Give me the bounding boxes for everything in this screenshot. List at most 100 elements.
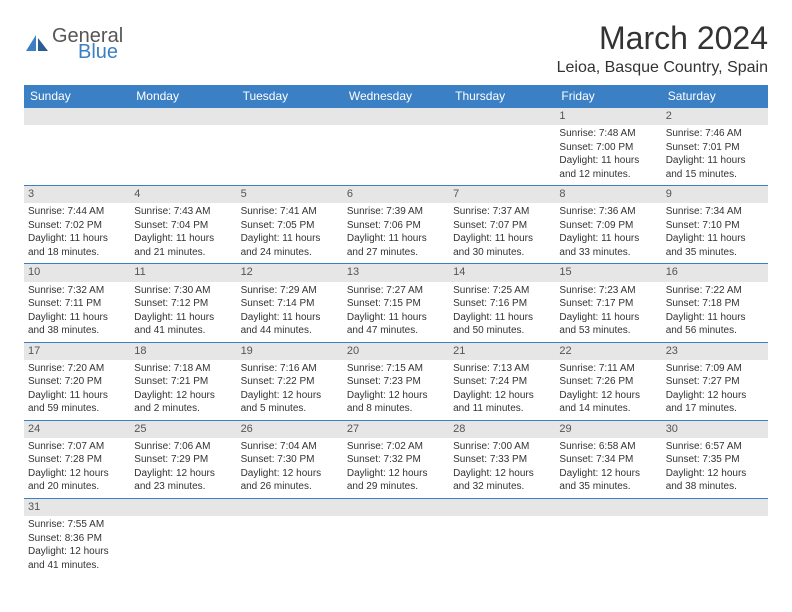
day-number: 2 xyxy=(662,108,768,125)
sunrise-text: Sunrise: 7:23 AM xyxy=(559,284,657,298)
day-body: Sunrise: 7:16 AMSunset: 7:22 PMDaylight:… xyxy=(237,360,343,420)
calendar-cell xyxy=(130,108,236,186)
day-body: Sunrise: 7:11 AMSunset: 7:26 PMDaylight:… xyxy=(555,360,661,420)
sunset-text: Sunset: 7:18 PM xyxy=(666,297,764,311)
sunset-text: Sunset: 7:21 PM xyxy=(134,375,232,389)
day-number xyxy=(24,108,130,125)
daylight-text: Daylight: 11 hours and 50 minutes. xyxy=(453,311,551,338)
weekday-header: Thursday xyxy=(449,85,555,108)
daylight-text: Daylight: 12 hours and 26 minutes. xyxy=(241,467,339,494)
sunrise-text: Sunrise: 7:43 AM xyxy=(134,205,232,219)
calendar-cell: 28Sunrise: 7:00 AMSunset: 7:33 PMDayligh… xyxy=(449,420,555,498)
day-body: Sunrise: 7:23 AMSunset: 7:17 PMDaylight:… xyxy=(555,282,661,342)
calendar-body: 1Sunrise: 7:48 AMSunset: 7:00 PMDaylight… xyxy=(24,108,768,577)
sail-icon xyxy=(24,33,50,55)
day-number: 1 xyxy=(555,108,661,125)
calendar-row: 3Sunrise: 7:44 AMSunset: 7:02 PMDaylight… xyxy=(24,186,768,264)
daylight-text: Daylight: 11 hours and 56 minutes. xyxy=(666,311,764,338)
calendar-cell: 6Sunrise: 7:39 AMSunset: 7:06 PMDaylight… xyxy=(343,186,449,264)
daylight-text: Daylight: 12 hours and 14 minutes. xyxy=(559,389,657,416)
sunset-text: Sunset: 7:24 PM xyxy=(453,375,551,389)
sunrise-text: Sunrise: 7:06 AM xyxy=(134,440,232,454)
day-body xyxy=(662,516,768,566)
calendar-cell: 3Sunrise: 7:44 AMSunset: 7:02 PMDaylight… xyxy=(24,186,130,264)
calendar-cell xyxy=(130,498,236,576)
calendar-cell: 19Sunrise: 7:16 AMSunset: 7:22 PMDayligh… xyxy=(237,342,343,420)
calendar-cell xyxy=(662,498,768,576)
day-number: 11 xyxy=(130,264,236,281)
sunset-text: Sunset: 7:34 PM xyxy=(559,453,657,467)
sunrise-text: Sunrise: 7:48 AM xyxy=(559,127,657,141)
calendar-cell xyxy=(343,108,449,186)
sunset-text: Sunset: 7:09 PM xyxy=(559,219,657,233)
day-body: Sunrise: 7:48 AMSunset: 7:00 PMDaylight:… xyxy=(555,125,661,185)
sunrise-text: Sunrise: 6:57 AM xyxy=(666,440,764,454)
sunset-text: Sunset: 7:30 PM xyxy=(241,453,339,467)
page: GeneralBlue March 2024 Leioa, Basque Cou… xyxy=(0,0,792,612)
daylight-text: Daylight: 11 hours and 24 minutes. xyxy=(241,232,339,259)
day-number: 23 xyxy=(662,343,768,360)
day-number: 14 xyxy=(449,264,555,281)
sunset-text: Sunset: 7:23 PM xyxy=(347,375,445,389)
sunset-text: Sunset: 7:28 PM xyxy=(28,453,126,467)
day-body xyxy=(343,516,449,566)
sunset-text: Sunset: 7:27 PM xyxy=(666,375,764,389)
day-body: Sunrise: 7:09 AMSunset: 7:27 PMDaylight:… xyxy=(662,360,768,420)
calendar-row: 1Sunrise: 7:48 AMSunset: 7:00 PMDaylight… xyxy=(24,108,768,186)
day-number: 17 xyxy=(24,343,130,360)
day-body: Sunrise: 7:06 AMSunset: 7:29 PMDaylight:… xyxy=(130,438,236,498)
day-body: Sunrise: 7:29 AMSunset: 7:14 PMDaylight:… xyxy=(237,282,343,342)
daylight-text: Daylight: 12 hours and 2 minutes. xyxy=(134,389,232,416)
day-body: Sunrise: 7:22 AMSunset: 7:18 PMDaylight:… xyxy=(662,282,768,342)
sunset-text: Sunset: 7:12 PM xyxy=(134,297,232,311)
sunrise-text: Sunrise: 7:29 AM xyxy=(241,284,339,298)
sunrise-text: Sunrise: 7:39 AM xyxy=(347,205,445,219)
daylight-text: Daylight: 11 hours and 18 minutes. xyxy=(28,232,126,259)
day-body: Sunrise: 7:30 AMSunset: 7:12 PMDaylight:… xyxy=(130,282,236,342)
weekday-header: Saturday xyxy=(662,85,768,108)
daylight-text: Daylight: 12 hours and 38 minutes. xyxy=(666,467,764,494)
sunset-text: Sunset: 7:20 PM xyxy=(28,375,126,389)
daylight-text: Daylight: 12 hours and 17 minutes. xyxy=(666,389,764,416)
day-body: Sunrise: 7:25 AMSunset: 7:16 PMDaylight:… xyxy=(449,282,555,342)
day-body: Sunrise: 6:57 AMSunset: 7:35 PMDaylight:… xyxy=(662,438,768,498)
daylight-text: Daylight: 12 hours and 41 minutes. xyxy=(28,545,126,572)
day-number: 30 xyxy=(662,421,768,438)
daylight-text: Daylight: 11 hours and 38 minutes. xyxy=(28,311,126,338)
calendar-cell: 21Sunrise: 7:13 AMSunset: 7:24 PMDayligh… xyxy=(449,342,555,420)
calendar-cell: 17Sunrise: 7:20 AMSunset: 7:20 PMDayligh… xyxy=(24,342,130,420)
sunset-text: Sunset: 7:06 PM xyxy=(347,219,445,233)
day-body: Sunrise: 7:04 AMSunset: 7:30 PMDaylight:… xyxy=(237,438,343,498)
day-number: 28 xyxy=(449,421,555,438)
calendar-cell xyxy=(449,108,555,186)
daylight-text: Daylight: 12 hours and 11 minutes. xyxy=(453,389,551,416)
sunset-text: Sunset: 7:32 PM xyxy=(347,453,445,467)
sunrise-text: Sunrise: 7:09 AM xyxy=(666,362,764,376)
sunrise-text: Sunrise: 6:58 AM xyxy=(559,440,657,454)
sunrise-text: Sunrise: 7:32 AM xyxy=(28,284,126,298)
daylight-text: Daylight: 11 hours and 35 minutes. xyxy=(666,232,764,259)
sunrise-text: Sunrise: 7:07 AM xyxy=(28,440,126,454)
daylight-text: Daylight: 12 hours and 35 minutes. xyxy=(559,467,657,494)
sunset-text: Sunset: 7:35 PM xyxy=(666,453,764,467)
weekday-header: Friday xyxy=(555,85,661,108)
sunrise-text: Sunrise: 7:36 AM xyxy=(559,205,657,219)
daylight-text: Daylight: 12 hours and 5 minutes. xyxy=(241,389,339,416)
calendar-cell: 5Sunrise: 7:41 AMSunset: 7:05 PMDaylight… xyxy=(237,186,343,264)
sunset-text: Sunset: 7:33 PM xyxy=(453,453,551,467)
calendar-cell xyxy=(24,108,130,186)
brand-logo: GeneralBlue xyxy=(24,20,123,62)
calendar-cell: 12Sunrise: 7:29 AMSunset: 7:14 PMDayligh… xyxy=(237,264,343,342)
daylight-text: Daylight: 11 hours and 47 minutes. xyxy=(347,311,445,338)
day-body xyxy=(555,516,661,566)
day-body: Sunrise: 7:39 AMSunset: 7:06 PMDaylight:… xyxy=(343,203,449,263)
sunset-text: Sunset: 8:36 PM xyxy=(28,532,126,546)
calendar-cell: 25Sunrise: 7:06 AMSunset: 7:29 PMDayligh… xyxy=(130,420,236,498)
day-number: 24 xyxy=(24,421,130,438)
daylight-text: Daylight: 11 hours and 21 minutes. xyxy=(134,232,232,259)
day-body xyxy=(449,516,555,566)
day-body xyxy=(237,516,343,566)
sunrise-text: Sunrise: 7:34 AM xyxy=(666,205,764,219)
daylight-text: Daylight: 12 hours and 20 minutes. xyxy=(28,467,126,494)
sunrise-text: Sunrise: 7:13 AM xyxy=(453,362,551,376)
